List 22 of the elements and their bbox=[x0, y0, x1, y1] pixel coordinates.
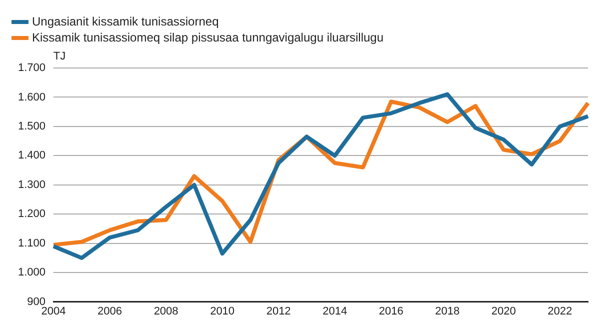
y-tick-label: 1.600 bbox=[18, 91, 46, 104]
x-tick-label: 2016 bbox=[378, 305, 404, 318]
y-tick-label: 1.300 bbox=[18, 178, 46, 191]
legend-label: Kissamik tunisassiomeq silap pissusaa tunngavigalugu iluarsillugu bbox=[32, 30, 384, 44]
x-tick-label: 2022 bbox=[548, 305, 572, 318]
x-tick-label: 2012 bbox=[266, 305, 291, 318]
y-tick-label: 1.400 bbox=[18, 150, 46, 162]
legend-label: Ungasianit kissamik tunisassiorneq bbox=[32, 14, 219, 28]
y-tick-label: 1.500 bbox=[18, 120, 46, 132]
x-tick-label: 2020 bbox=[491, 305, 516, 318]
x-tick-label: 2008 bbox=[154, 305, 178, 318]
x-tick-label: 2014 bbox=[322, 305, 348, 318]
y-tick-label: 900 bbox=[27, 296, 46, 308]
x-tick-label: 2010 bbox=[210, 305, 235, 318]
y-tick-label: 1.200 bbox=[18, 208, 46, 220]
y-tick-label: 1.100 bbox=[18, 237, 46, 250]
x-tick-label: 2006 bbox=[98, 305, 122, 318]
y-tick-label: 1.700 bbox=[18, 62, 46, 74]
x-tick-label: 2018 bbox=[435, 305, 460, 318]
y-tick-label: 1.000 bbox=[18, 266, 46, 279]
y-axis-title: TJ bbox=[53, 50, 66, 63]
x-tick-label: 2004 bbox=[41, 305, 66, 318]
